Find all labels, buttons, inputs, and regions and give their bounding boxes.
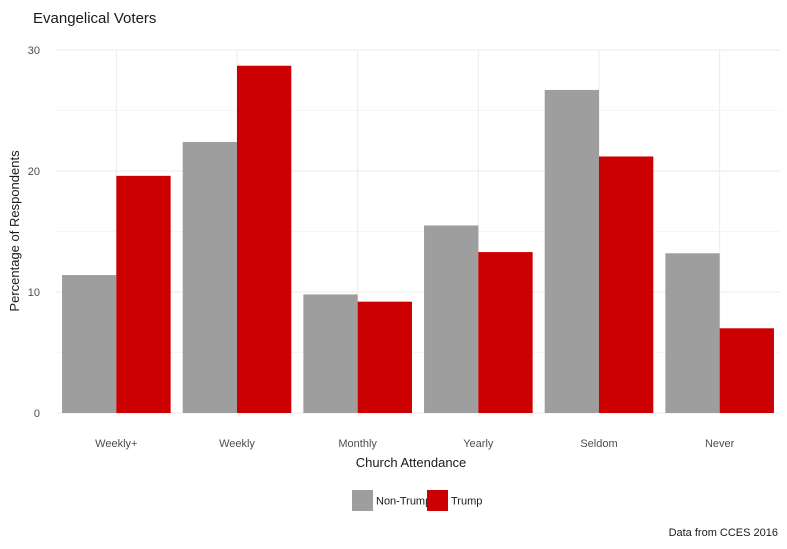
chart-caption: Data from CCES 2016 [669,527,778,539]
bars [62,65,774,414]
bar-trump-seldom [599,156,654,414]
y-tick-label: 10 [28,287,40,299]
x-tick-label: Never [705,438,735,450]
bar-non-trump-yearly [424,225,479,413]
legend: Non-Trump Trump [352,490,482,511]
y-axis-title: Percentage of Respondents [7,150,22,312]
bar-trump-weekly- [116,175,171,413]
bar-non-trump-never [665,253,720,413]
legend-swatch [352,490,373,511]
bar-non-trump-monthly [303,294,358,413]
bar-trump-monthly [357,301,412,413]
y-tick-label: 30 [28,45,40,57]
legend-label: Trump [451,496,482,508]
x-axis-title: Church Attendance [356,455,467,470]
bar-trump-yearly [478,252,533,413]
bar-non-trump-weekly- [62,275,117,413]
y-tick-label: 0 [34,408,40,420]
x-tick-label: Weekly [219,438,255,450]
legend-label: Non-Trump [376,496,431,508]
chart-title: Evangelical Voters [33,10,156,27]
x-tick-label: Seldom [580,438,617,450]
bar-non-trump-weekly [182,141,237,413]
legend-swatch [427,490,448,511]
x-tick-label: Weekly+ [95,438,137,450]
bar-non-trump-seldom [544,89,599,414]
x-tick-label: Yearly [463,438,494,450]
bar-trump-weekly [237,65,292,413]
y-tick-label: 20 [28,166,40,178]
x-axis-ticks: Weekly+ Weekly Monthly Yearly Seldom Never [95,438,734,450]
x-tick-label: Monthly [338,438,377,450]
bar-trump-never [719,328,774,413]
y-axis-ticks: 0 10 20 30 [28,45,40,420]
